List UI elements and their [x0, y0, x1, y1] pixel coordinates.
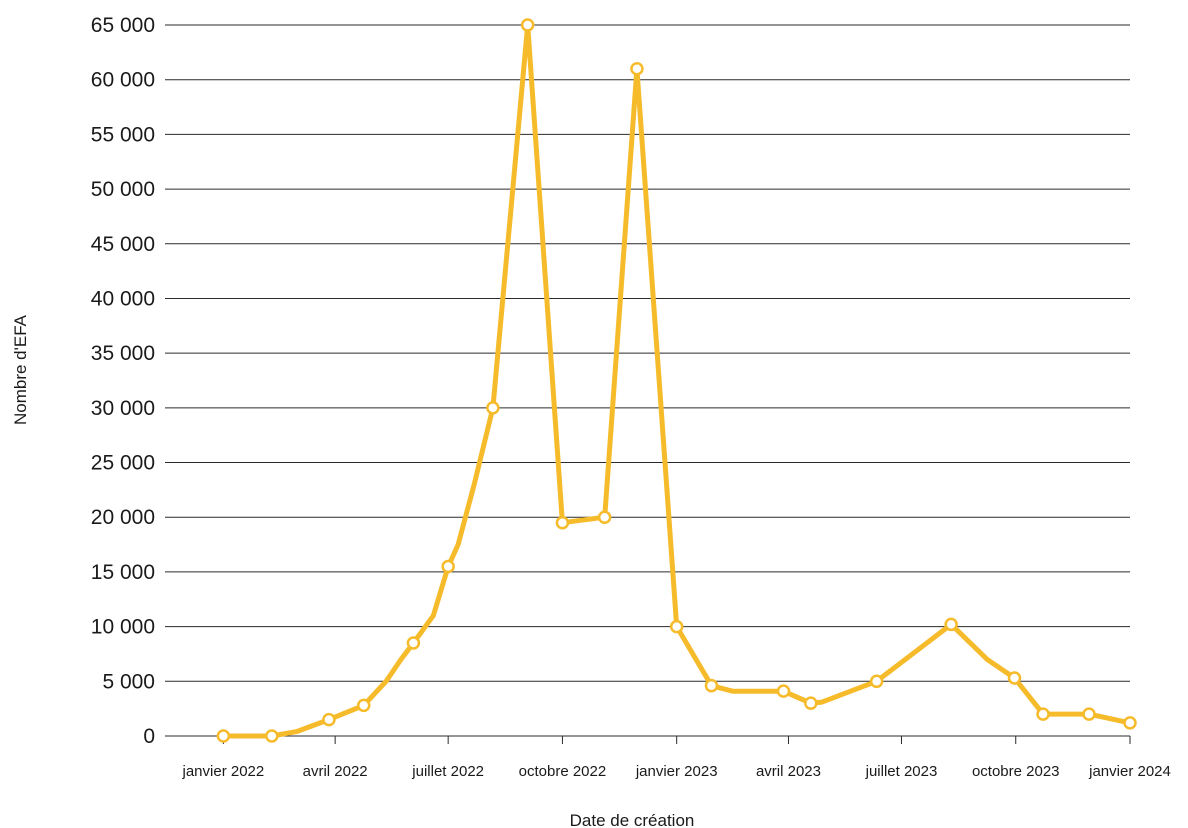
- data-point: [1082, 707, 1096, 721]
- data-point: [804, 696, 818, 710]
- y-tick-label: 65 000: [91, 14, 155, 37]
- data-point: [520, 18, 535, 32]
- data-point: [776, 684, 791, 698]
- x-tick-label: octobre 2022: [519, 763, 607, 780]
- data-point: [669, 619, 684, 634]
- data-point: [1007, 671, 1022, 685]
- x-tick-label: avril 2023: [756, 763, 821, 780]
- y-tick-label: 45 000: [91, 233, 155, 256]
- x-axis-title: Date de création: [570, 811, 695, 828]
- data-point: [704, 678, 719, 693]
- y-tick-label: 40 000: [91, 287, 155, 310]
- x-tick-label: avril 2022: [303, 763, 368, 780]
- data-point: [441, 559, 455, 574]
- x-tick-label: janvier 2024: [1088, 763, 1171, 780]
- x-tick-label: janvier 2022: [182, 763, 265, 780]
- y-tick-label: 50 000: [91, 178, 155, 201]
- y-tick-label: 35 000: [91, 342, 155, 365]
- y-tick-label: 60 000: [91, 69, 155, 92]
- y-tick-label: 15 000: [91, 561, 155, 584]
- data-point: [1123, 716, 1137, 730]
- data-point: [356, 698, 371, 713]
- data-point: [597, 510, 612, 524]
- x-axis: janvier 2022 avril 2022 juillet 2022 octobr…: [182, 736, 1171, 780]
- y-tick-label: 25 000: [91, 452, 155, 475]
- data-point: [944, 617, 958, 632]
- x-tick-label: juillet 2023: [865, 763, 938, 780]
- y-tick-label: 55 000: [91, 123, 155, 146]
- data-point: [869, 674, 884, 689]
- y-tick-label: 10 000: [91, 616, 155, 639]
- y-axis-title: Nombre d'EFA: [11, 314, 30, 425]
- data-point: [216, 729, 231, 743]
- data-point: [406, 636, 421, 650]
- data-point: [322, 712, 336, 727]
- x-tick-label: octobre 2023: [972, 763, 1060, 780]
- data-point: [1036, 707, 1050, 721]
- y-tick-label: 0: [143, 725, 155, 748]
- data-point: [630, 62, 644, 76]
- y-tick-label: 30 000: [91, 397, 155, 420]
- gridlines: [165, 24, 1130, 737]
- x-tick-label: janvier 2023: [635, 763, 718, 780]
- y-tick-label: 5 000: [102, 670, 155, 693]
- series-efa: [216, 18, 1137, 743]
- x-tick-label: juillet 2022: [411, 763, 484, 780]
- data-point: [486, 401, 500, 415]
- y-axis-ticks: 0 5 000 10 000 15 000 20 000 25 000 30 000 35 0…: [91, 14, 155, 748]
- y-tick-label: 20 000: [91, 506, 155, 529]
- data-point: [555, 515, 570, 530]
- data-point: [265, 729, 279, 743]
